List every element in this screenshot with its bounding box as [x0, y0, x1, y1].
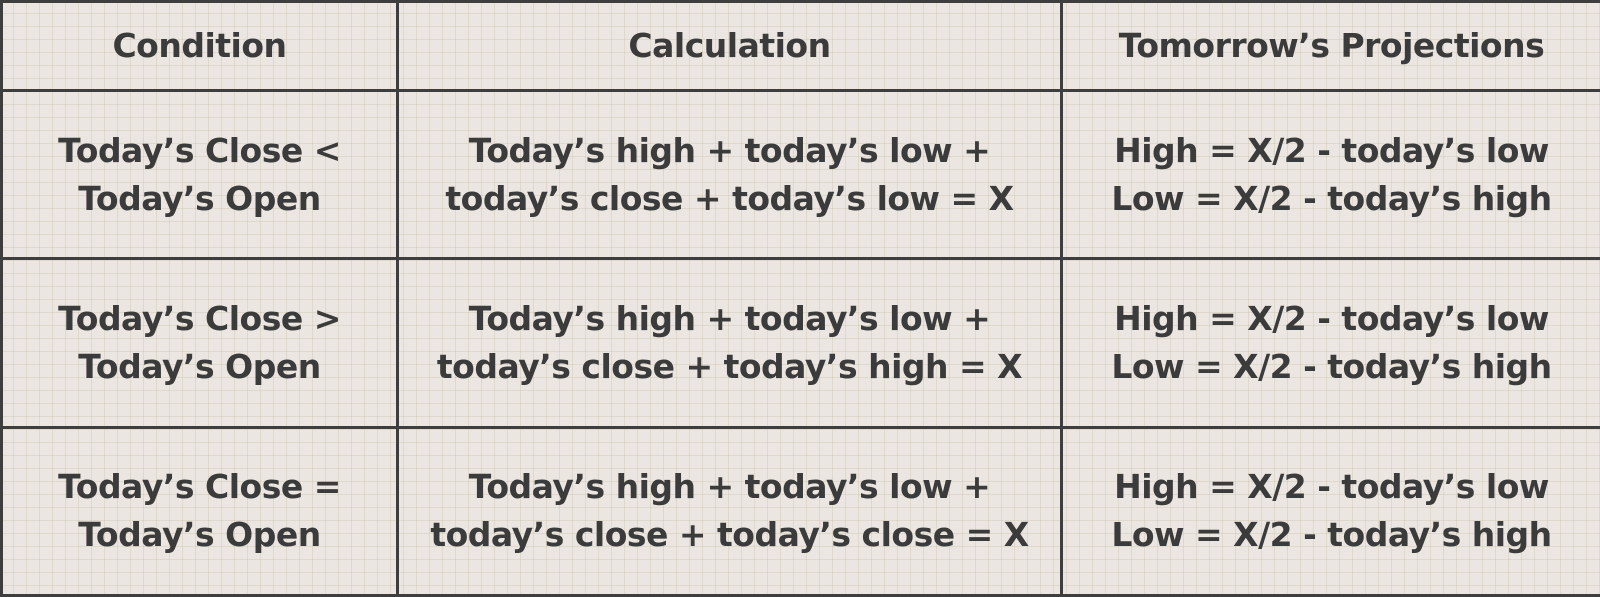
condition-line: Today’s Close = [58, 467, 341, 507]
projection-cell: High = X/2 - today’s low Low = X/2 - toda… [1060, 425, 1600, 597]
calculation-line: today’s close + today’s close = X [430, 515, 1029, 555]
header-row: Condition Calculation Tomorrow’s Project… [0, 0, 1600, 92]
calculation-cell: Today’s high + today’s low + today’s clos… [396, 257, 1063, 429]
projection-cell: High = X/2 - today’s low Low = X/2 - toda… [1060, 257, 1600, 429]
calculation-cell: Today’s high + today’s low + today’s clos… [396, 425, 1063, 597]
table-row: Today’s Close < Today’s Open Today’s high … [0, 88, 1600, 261]
projection-line: High = X/2 - today’s low [1114, 130, 1549, 170]
condition-line: Today’s Open [78, 515, 321, 555]
projection-cell: High = X/2 - today’s low Low = X/2 - toda… [1060, 88, 1600, 261]
condition-cell: Today’s Close > Today’s Open [0, 257, 399, 429]
projection-line: Low = X/2 - today’s high [1111, 178, 1552, 218]
condition-cell: Today’s Close < Today’s Open [0, 88, 399, 261]
header-calculation: Calculation [396, 0, 1063, 92]
projection-line: High = X/2 - today’s low [1114, 298, 1549, 338]
projection-line: High = X/2 - today’s low [1114, 467, 1549, 507]
calculation-line: today’s close + today’s high = X [436, 346, 1023, 386]
condition-line: Today’s Open [78, 178, 321, 218]
header-projections: Tomorrow’s Projections [1060, 0, 1600, 92]
condition-line: Today’s Open [78, 346, 321, 386]
condition-line: Today’s Close < [58, 130, 341, 170]
projection-line: Low = X/2 - today’s high [1111, 346, 1552, 386]
table-row: Today’s Close > Today’s Open Today’s high … [0, 257, 1600, 429]
calculation-line: Today’s high + today’s low + [468, 130, 991, 170]
calculation-line: Today’s high + today’s low + [468, 467, 991, 507]
calculation-line: Today’s high + today’s low + [468, 298, 991, 338]
table-row: Today’s Close = Today’s Open Today’s high … [0, 425, 1600, 597]
calculation-cell: Today’s high + today’s low + today’s clos… [396, 88, 1063, 261]
condition-cell: Today’s Close = Today’s Open [0, 425, 399, 597]
condition-line: Today’s Close > [58, 298, 341, 338]
header-condition: Condition [0, 0, 399, 92]
projection-line: Low = X/2 - today’s high [1111, 515, 1552, 555]
calculation-line: today’s close + today’s low = X [445, 178, 1014, 218]
